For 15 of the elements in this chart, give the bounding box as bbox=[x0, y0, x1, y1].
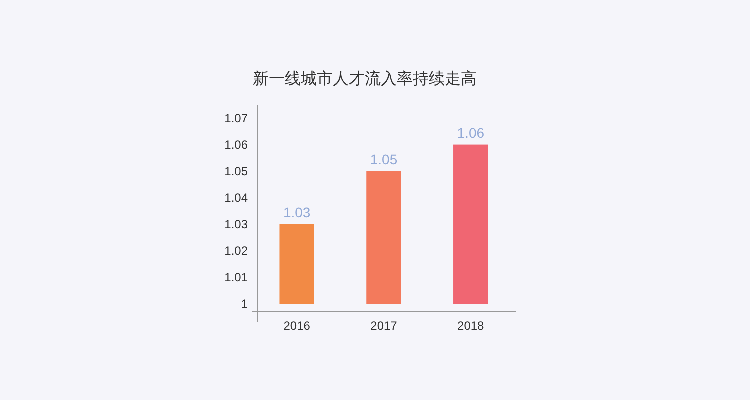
x-tick-label: 2018 bbox=[458, 319, 485, 333]
y-tick-label: 1.05 bbox=[224, 164, 248, 179]
data-label: 1.06 bbox=[457, 124, 485, 141]
y-tick-label: 1.01 bbox=[224, 270, 248, 285]
y-tick-label: 1.06 bbox=[224, 138, 248, 152]
y-tick-label: 1.07 bbox=[224, 111, 248, 126]
x-tick-label: 2017 bbox=[370, 319, 398, 333]
data-label: 1.05 bbox=[370, 151, 398, 168]
data-label: 1.03 bbox=[283, 204, 311, 220]
y-tick-label: 1.02 bbox=[224, 244, 248, 258]
y-tick-label: 1 bbox=[241, 297, 248, 312]
x-tick-label: 2016 bbox=[284, 319, 311, 333]
y-tick-label: 1.03 bbox=[224, 218, 248, 232]
y-tick-label: 1.04 bbox=[224, 191, 248, 206]
chart-title: 新一线城市人才流入率持续走高 bbox=[253, 70, 477, 88]
